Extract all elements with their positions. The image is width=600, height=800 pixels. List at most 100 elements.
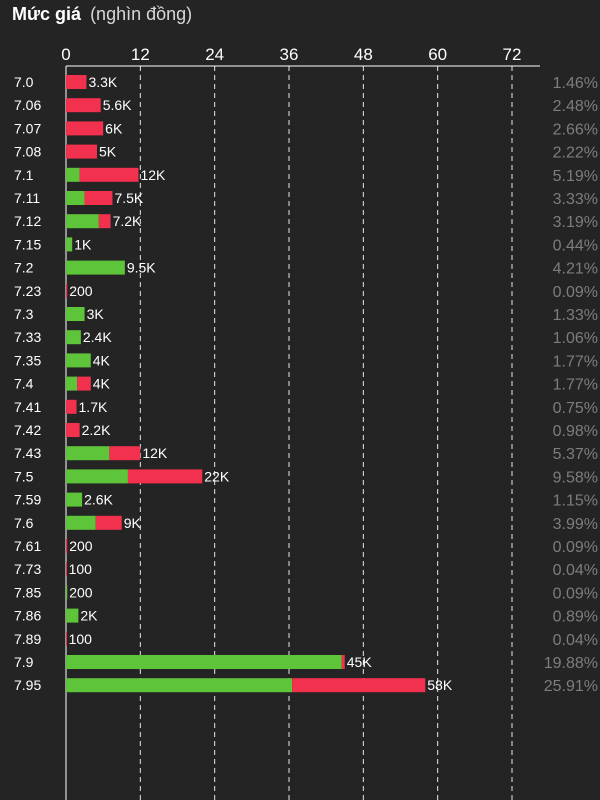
buy-volume-bar [66, 307, 85, 321]
buy-volume-bar [66, 678, 293, 693]
price-label: 7.9 [14, 654, 34, 670]
sell-volume-bar [66, 75, 87, 89]
price-row: 7.85 200 0.09% [14, 584, 598, 602]
sell-volume-bar [66, 98, 101, 113]
sell-volume-bar [109, 446, 141, 461]
price-row: 7.73 100 0.04% [14, 561, 598, 579]
price-row: 7.08 5K 2.22% [14, 144, 598, 162]
price-label: 7.4 [14, 376, 34, 392]
price-label: 7.61 [14, 538, 41, 554]
sell-volume-bar [127, 469, 203, 484]
price-label: 7.23 [14, 283, 41, 299]
percent-label: 5.19% [553, 168, 598, 185]
buy-volume-bar [66, 585, 68, 600]
price-row: 7.41 1.7K 0.75% [14, 399, 598, 417]
volume-label: 2.6K [84, 492, 113, 508]
volume-label: 3.3K [88, 74, 117, 90]
price-row: 7.07 6K 2.66% [14, 120, 598, 138]
volume-label: 100 [69, 631, 93, 647]
percent-label: 1.77% [553, 377, 598, 394]
price-row: 7.42 2.2K 0.98% [14, 422, 598, 440]
price-label: 7.1 [14, 167, 34, 183]
price-label: 7.2 [14, 260, 34, 276]
chart-title-main: Mức giá [12, 4, 82, 24]
percent-label: 19.88% [544, 655, 598, 672]
percent-label: 2.22% [553, 145, 598, 162]
price-label: 7.43 [14, 445, 41, 461]
price-row: 7.59 2.6K 1.15% [14, 492, 598, 510]
percent-label: 25.91% [544, 678, 598, 695]
sell-volume-bar [66, 423, 80, 437]
volume-label: 7.5K [114, 190, 143, 206]
sell-volume-bar [79, 167, 139, 182]
sell-volume-bar [66, 399, 77, 414]
price-label: 7.08 [14, 144, 41, 160]
sell-volume-bar [95, 515, 122, 530]
chart-title-unit: (nghìn đồng) [90, 4, 192, 24]
price-row: 7.86 2K 0.89% [14, 608, 598, 626]
price-label: 7.41 [14, 399, 41, 415]
volume-label: 12K [140, 167, 166, 183]
sell-volume-bar [341, 655, 345, 669]
price-row: 7.0 3.3K 1.46% [14, 74, 598, 92]
sell-volume-bar [292, 678, 426, 693]
price-label: 7.42 [14, 422, 41, 438]
x-tick-label: 0 [61, 45, 70, 64]
volume-label: 5.6K [103, 97, 132, 113]
percent-label: 0.89% [553, 609, 598, 626]
volume-label: 6K [105, 120, 123, 136]
price-row: 7.33 2.4K 1.06% [14, 329, 598, 347]
volume-label: 4K [93, 352, 111, 368]
price-label: 7.86 [14, 608, 41, 624]
sell-volume-bar [66, 631, 67, 646]
buy-volume-bar [66, 214, 99, 229]
volume-label: 200 [69, 584, 93, 600]
volume-label: 45K [347, 654, 373, 670]
sell-volume-bar [66, 144, 97, 159]
price-row: 7.89 100 0.04% [14, 631, 598, 649]
price-row: 7.15 1K 0.44% [14, 236, 598, 254]
volume-label: 200 [69, 538, 93, 554]
volume-label: 2K [80, 608, 98, 624]
price-row: 7.6 9K 3.99% [14, 515, 598, 533]
buy-volume-bar [66, 376, 78, 391]
price-label: 7.07 [14, 120, 41, 136]
volume-label: 58K [427, 677, 453, 693]
percent-label: 1.33% [553, 307, 598, 324]
price-row: 7.35 4K 1.77% [14, 352, 598, 370]
percent-label: 2.66% [553, 121, 598, 138]
x-tick-label: 72 [503, 45, 522, 64]
volume-label: 9K [124, 515, 142, 531]
percent-label: 1.15% [553, 493, 598, 510]
price-row: 7.11 7.5K 3.33% [14, 190, 598, 208]
percent-label: 3.19% [553, 214, 598, 231]
sell-volume-bar [66, 283, 68, 298]
x-tick-label: 12 [131, 45, 150, 64]
volume-label: 5K [99, 144, 117, 160]
buy-volume-bar [66, 260, 125, 275]
buy-volume-bar [66, 515, 96, 530]
percent-label: 0.09% [553, 585, 598, 602]
percent-label: 0.09% [553, 284, 598, 301]
sell-volume-bar [84, 191, 113, 205]
buy-volume-bar [66, 330, 81, 345]
price-row: 7.12 7.2K 3.19% [14, 213, 598, 231]
percent-label: 0.44% [553, 237, 598, 254]
price-label: 7.5 [14, 468, 34, 484]
buy-volume-bar [66, 655, 342, 669]
price-label: 7.95 [14, 677, 41, 693]
volume-label: 2.2K [82, 422, 111, 438]
price-label: 7.3 [14, 306, 34, 322]
volume-label: 12K [142, 445, 168, 461]
price-row: 7.3 3K 1.33% [14, 306, 598, 324]
buy-volume-bar [66, 446, 110, 461]
price-row: 7.06 5.6K 2.48% [14, 97, 598, 115]
percent-label: 2.48% [553, 98, 598, 115]
percent-label: 5.37% [553, 446, 598, 463]
x-tick-label: 60 [428, 45, 447, 64]
buy-volume-bar [66, 237, 73, 252]
price-row: 7.5 22K 9.58% [14, 468, 598, 486]
price-label: 7.15 [14, 236, 41, 252]
chart-title: Mức giá (nghìn đồng) [12, 4, 192, 24]
percent-label: 0.98% [553, 423, 598, 440]
